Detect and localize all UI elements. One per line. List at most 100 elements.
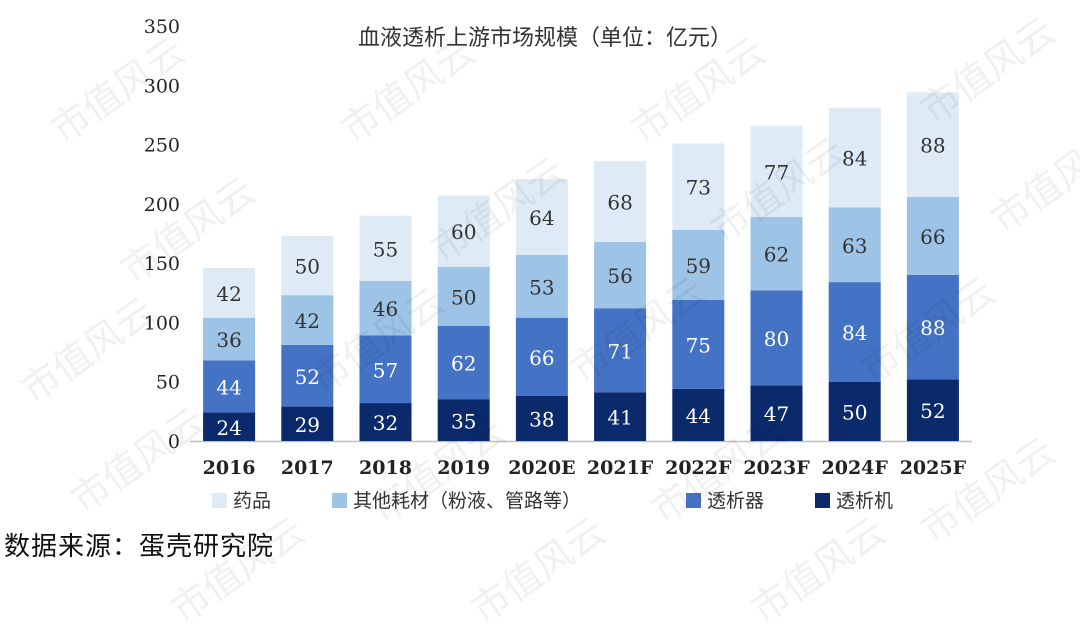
data-label: 75: [686, 333, 711, 357]
data-label: 38: [529, 407, 554, 431]
y-tick-label: 50: [156, 372, 180, 394]
data-label: 84: [842, 147, 867, 171]
x-tick-label: 2024F: [822, 457, 889, 479]
data-label: 88: [920, 134, 945, 158]
data-label: 62: [451, 352, 476, 376]
bar-segment: [906, 275, 959, 380]
legend-label: 药品: [233, 490, 271, 512]
data-label: 66: [529, 346, 554, 370]
y-tick-label: 150: [144, 253, 180, 275]
bar-segment: [203, 267, 256, 318]
x-tick-label: 2019: [437, 457, 490, 479]
bar-segment: [281, 295, 334, 345]
y-tick-label: 100: [144, 312, 180, 334]
y-tick-label: 0: [168, 431, 180, 453]
data-label: 53: [529, 275, 554, 299]
y-tick-label: 250: [144, 135, 180, 157]
data-label: 84: [842, 321, 867, 345]
data-label: 66: [920, 225, 945, 249]
bar-segment: [515, 395, 568, 441]
data-label: 63: [842, 234, 867, 258]
x-tick-label: 2023F: [743, 457, 810, 479]
bar-segment: [359, 335, 412, 404]
source-note: 数据来源：蛋壳研究院: [4, 532, 275, 562]
bar-segment: [828, 107, 881, 208]
bar-segment: [437, 399, 490, 441]
y-tick-label: 350: [144, 16, 180, 38]
x-tick-label: 2018: [359, 457, 412, 479]
y-tick-label: 200: [144, 194, 180, 216]
watermark-text: 市值风云: [163, 508, 313, 632]
bars-group: 24 44 36 42 29 52 42 50 32 57 46 55 35 62 50 60 38 66 53 64…: [203, 92, 959, 441]
data-label: 64: [529, 206, 554, 230]
bar-segment: [594, 161, 647, 242]
data-label: 41: [607, 406, 632, 430]
bar-segment: [750, 385, 803, 441]
data-label: 88: [920, 316, 945, 340]
data-label: 47: [764, 402, 789, 426]
bar-segment: [359, 215, 412, 281]
data-label: 60: [451, 220, 476, 244]
y-tick-label: 300: [144, 75, 180, 97]
data-label: 29: [295, 413, 320, 437]
bar-segment: [828, 381, 881, 441]
bar-segment: [750, 290, 803, 386]
data-label: 68: [607, 190, 632, 214]
legend-swatch: [815, 493, 830, 508]
x-tick-label: 2017: [281, 457, 334, 479]
bar-segment: [203, 317, 256, 361]
bar-segment: [750, 125, 803, 217]
bar-segment: [359, 280, 412, 336]
bar-segment: [672, 388, 725, 441]
data-label: 24: [216, 416, 241, 440]
bar-segment: [672, 299, 725, 389]
bar-segment: [906, 196, 959, 275]
legend-label: 其他耗材（粉液、管路等）: [353, 490, 581, 512]
data-label: 35: [451, 409, 476, 433]
bar-segment: [359, 403, 412, 441]
bar-segment: [594, 241, 647, 309]
bar-segment: [515, 254, 568, 318]
x-tick-label: 2020E: [508, 457, 575, 479]
legend-swatch: [332, 493, 347, 508]
data-label: 46: [373, 297, 398, 321]
bar-segment: [281, 406, 334, 441]
bar-segment: [594, 392, 647, 441]
x-tick-label: 2016: [203, 457, 256, 479]
legend-swatch: [212, 493, 227, 508]
data-label: 71: [607, 339, 632, 363]
data-label: 80: [764, 327, 789, 351]
watermark-text: 市值风云: [463, 508, 613, 632]
watermark-text: 市值风云: [743, 508, 893, 632]
bar-segment: [906, 379, 959, 441]
chart-title: 血液透析上游市场规模（单位：亿元）: [358, 26, 732, 51]
data-label: 52: [920, 399, 945, 423]
bar-segment: [750, 216, 803, 291]
data-label: 32: [373, 411, 398, 435]
x-tick-label: 2025F: [900, 457, 967, 479]
data-label: 52: [295, 365, 320, 389]
data-label: 62: [764, 243, 789, 267]
bar-segment: [437, 266, 490, 326]
x-axis: 2016 2017 2018 2019 2020E 2021F 2022F 2023F 2024…: [190, 440, 972, 479]
data-label: 56: [607, 264, 632, 288]
bar-segment: [828, 282, 881, 382]
x-tick-label: 2022F: [665, 457, 732, 479]
bar-segment: [828, 207, 881, 283]
data-label: 55: [373, 237, 398, 261]
data-label: 42: [216, 282, 241, 306]
legend-label: 透析器: [707, 490, 764, 512]
bar-segment: [594, 308, 647, 393]
data-label: 59: [686, 254, 711, 278]
data-label: 36: [216, 328, 241, 352]
bar-segment: [515, 178, 568, 255]
bar-segment: [672, 143, 725, 230]
bar-segment: [437, 325, 490, 400]
data-label: 42: [295, 309, 320, 333]
data-label: 50: [295, 255, 320, 279]
bar-segment: [672, 229, 725, 300]
legend-label: 透析机: [836, 490, 893, 512]
data-label: 77: [764, 160, 789, 184]
bar-segment: [281, 344, 334, 407]
bar-segment: [515, 317, 568, 396]
